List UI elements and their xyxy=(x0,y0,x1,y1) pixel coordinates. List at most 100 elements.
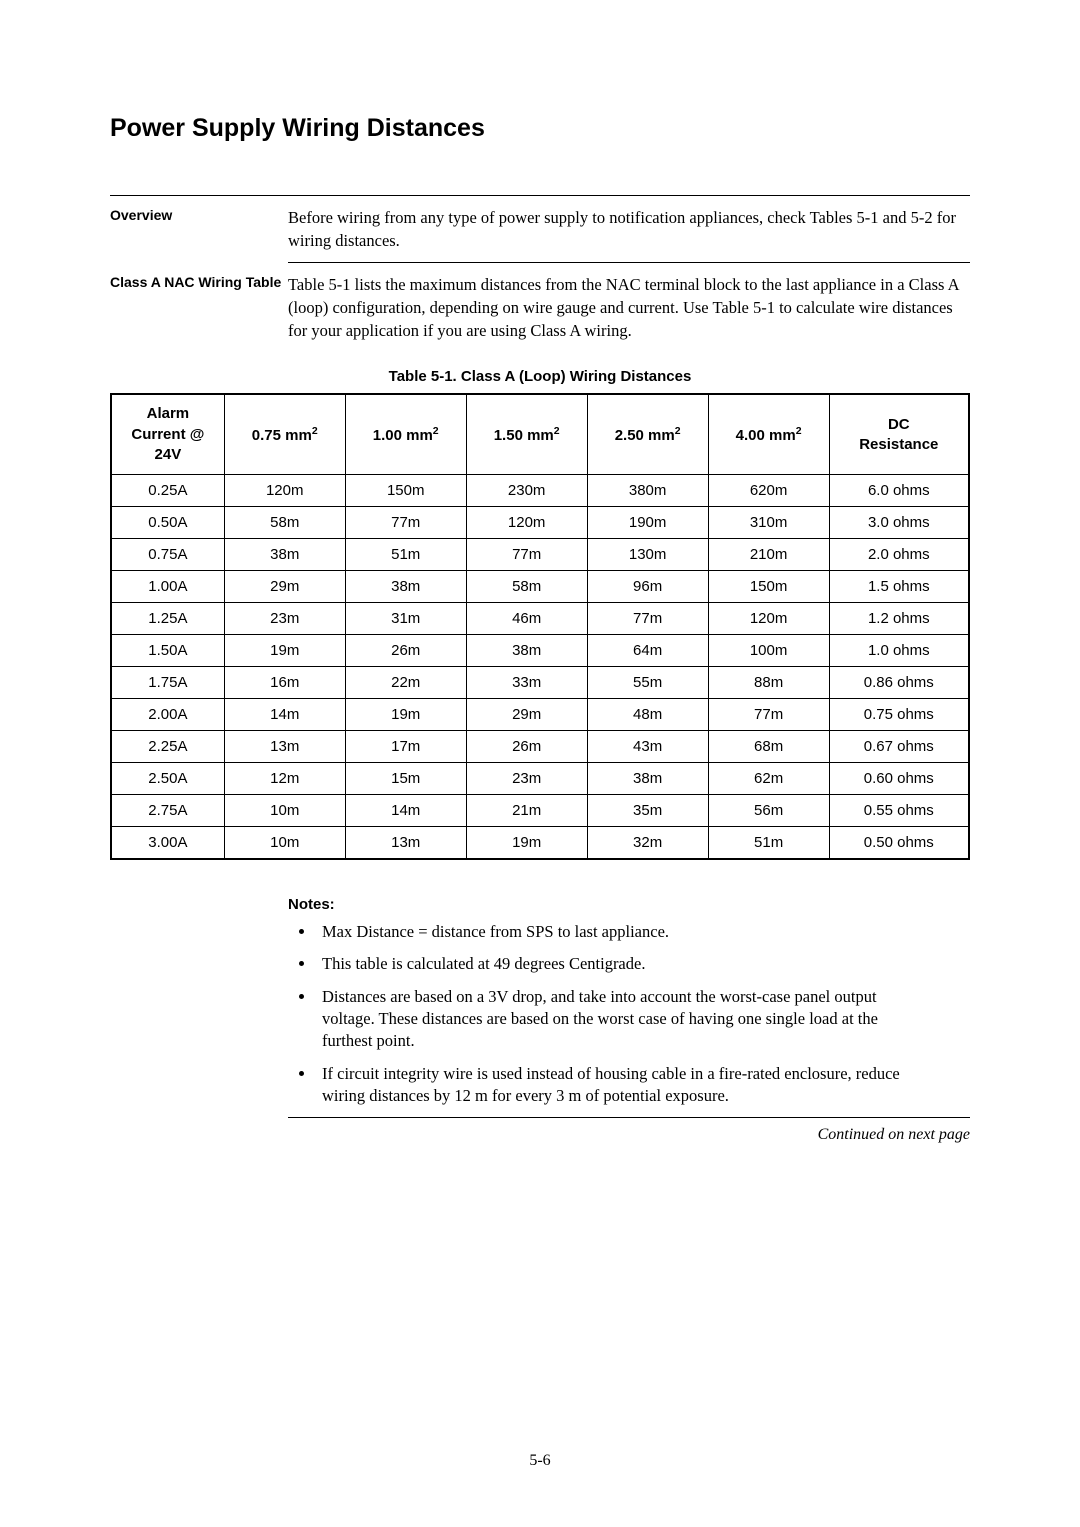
table-cell: 64m xyxy=(587,635,708,667)
table-cell: 38m xyxy=(345,571,466,603)
notes-list: Max Distance = distance from SPS to last… xyxy=(288,921,970,1107)
table-cell: 0.75 ohms xyxy=(829,699,969,731)
table-cell: 96m xyxy=(587,571,708,603)
overview-section: Overview Before wiring from any type of … xyxy=(110,196,970,252)
table-cell: 1.75A xyxy=(111,667,224,699)
table-cell: 19m xyxy=(345,699,466,731)
col-075-sup: 2 xyxy=(312,425,318,437)
table-cell: 2.75A xyxy=(111,795,224,827)
table-cell: 13m xyxy=(224,731,345,763)
col-alarm-header: Alarm Current @ 24V xyxy=(111,394,224,474)
table-cell: 1.50A xyxy=(111,635,224,667)
table-cell: 51m xyxy=(345,539,466,571)
table-cell: 210m xyxy=(708,539,829,571)
table-cell: 22m xyxy=(345,667,466,699)
table-cell: 120m xyxy=(466,507,587,539)
wiring-table: Alarm Current @ 24V 0.75 mm2 1.00 mm2 1.… xyxy=(110,393,970,860)
list-item: This table is calculated at 49 degrees C… xyxy=(316,953,970,975)
table-cell: 51m xyxy=(708,827,829,860)
table-cell: 0.50 ohms xyxy=(829,827,969,860)
table-row: 1.25A23m31m46m77m120m1.2 ohms xyxy=(111,603,969,635)
table-cell: 6.0 ohms xyxy=(829,475,969,507)
table-cell: 62m xyxy=(708,763,829,795)
notes-heading: Notes: xyxy=(288,896,970,913)
list-item: Distances are based on a 3V drop, and ta… xyxy=(316,986,970,1053)
col-400-sup: 2 xyxy=(796,425,802,437)
table-cell: 16m xyxy=(224,667,345,699)
table-cell: 2.50A xyxy=(111,763,224,795)
table-cell: 56m xyxy=(708,795,829,827)
table-row: 2.00A14m19m29m48m77m0.75 ohms xyxy=(111,699,969,731)
table-cell: 19m xyxy=(466,827,587,860)
table-cell: 68m xyxy=(708,731,829,763)
col-075-val: 0.75 mm xyxy=(252,427,312,444)
table-cell: 19m xyxy=(224,635,345,667)
table-cell: 32m xyxy=(587,827,708,860)
continued-text: Continued on next page xyxy=(288,1126,970,1144)
col-150-header: 1.50 mm2 xyxy=(466,394,587,474)
table-row: 3.00A10m13m19m32m51m0.50 ohms xyxy=(111,827,969,860)
table-cell: 29m xyxy=(224,571,345,603)
table-cell: 21m xyxy=(466,795,587,827)
table-cell: 10m xyxy=(224,795,345,827)
table-cell: 0.50A xyxy=(111,507,224,539)
classa-label: Class A NAC Wiring Table xyxy=(110,263,288,292)
table-row: 1.50A19m26m38m64m100m1.0 ohms xyxy=(111,635,969,667)
table-cell: 1.2 ohms xyxy=(829,603,969,635)
page-title: Power Supply Wiring Distances xyxy=(110,114,970,143)
table-cell: 0.60 ohms xyxy=(829,763,969,795)
table-cell: 58m xyxy=(224,507,345,539)
table-cell: 43m xyxy=(587,731,708,763)
overview-text: Before wiring from any type of power sup… xyxy=(288,196,970,252)
table-cell: 48m xyxy=(587,699,708,731)
table-cell: 23m xyxy=(224,603,345,635)
table-cell: 120m xyxy=(708,603,829,635)
table-cell: 14m xyxy=(345,795,466,827)
table-cell: 130m xyxy=(587,539,708,571)
table-cell: 77m xyxy=(466,539,587,571)
table-cell: 0.67 ohms xyxy=(829,731,969,763)
table-cell: 100m xyxy=(708,635,829,667)
table-cell: 55m xyxy=(587,667,708,699)
table-cell: 3.0 ohms xyxy=(829,507,969,539)
table-cell: 38m xyxy=(224,539,345,571)
table-cell: 3.00A xyxy=(111,827,224,860)
table-cell: 0.86 ohms xyxy=(829,667,969,699)
col-400-header: 4.00 mm2 xyxy=(708,394,829,474)
table-cell: 120m xyxy=(224,475,345,507)
table-row: 2.75A10m14m21m35m56m0.55 ohms xyxy=(111,795,969,827)
table-cell: 2.0 ohms xyxy=(829,539,969,571)
table-cell: 620m xyxy=(708,475,829,507)
table-row: 1.75A16m22m33m55m88m0.86 ohms xyxy=(111,667,969,699)
table-row: 1.00A29m38m58m96m150m1.5 ohms xyxy=(111,571,969,603)
table-row: 0.75A38m51m77m130m210m2.0 ohms xyxy=(111,539,969,571)
col-250-val: 2.50 mm xyxy=(615,427,675,444)
table-header-row: Alarm Current @ 24V 0.75 mm2 1.00 mm2 1.… xyxy=(111,394,969,474)
col-250-sup: 2 xyxy=(675,425,681,437)
col-400-val: 4.00 mm xyxy=(736,427,796,444)
col-100-val: 1.00 mm xyxy=(373,427,433,444)
table-cell: 190m xyxy=(587,507,708,539)
table-cell: 77m xyxy=(587,603,708,635)
col-alarm-line1: Alarm xyxy=(147,405,190,422)
col-dc-line1: DC xyxy=(888,416,910,433)
table-cell: 2.00A xyxy=(111,699,224,731)
list-item: If circuit integrity wire is used instea… xyxy=(316,1063,970,1108)
table-cell: 35m xyxy=(587,795,708,827)
table-cell: 26m xyxy=(466,731,587,763)
table-cell: 58m xyxy=(466,571,587,603)
table-cell: 13m xyxy=(345,827,466,860)
table-cell: 150m xyxy=(345,475,466,507)
table-row: 0.50A58m77m120m190m310m3.0 ohms xyxy=(111,507,969,539)
table-cell: 310m xyxy=(708,507,829,539)
classa-text: Table 5-1 lists the maximum distances fr… xyxy=(288,263,970,342)
table-cell: 17m xyxy=(345,731,466,763)
col-alarm-line3: 24V xyxy=(155,446,182,463)
divider xyxy=(288,1117,970,1118)
table-row: 0.25A120m150m230m380m620m6.0 ohms xyxy=(111,475,969,507)
table-cell: 31m xyxy=(345,603,466,635)
table-cell: 77m xyxy=(345,507,466,539)
col-100-sup: 2 xyxy=(433,425,439,437)
col-dc-line2: Resistance xyxy=(859,436,938,453)
col-250-header: 2.50 mm2 xyxy=(587,394,708,474)
